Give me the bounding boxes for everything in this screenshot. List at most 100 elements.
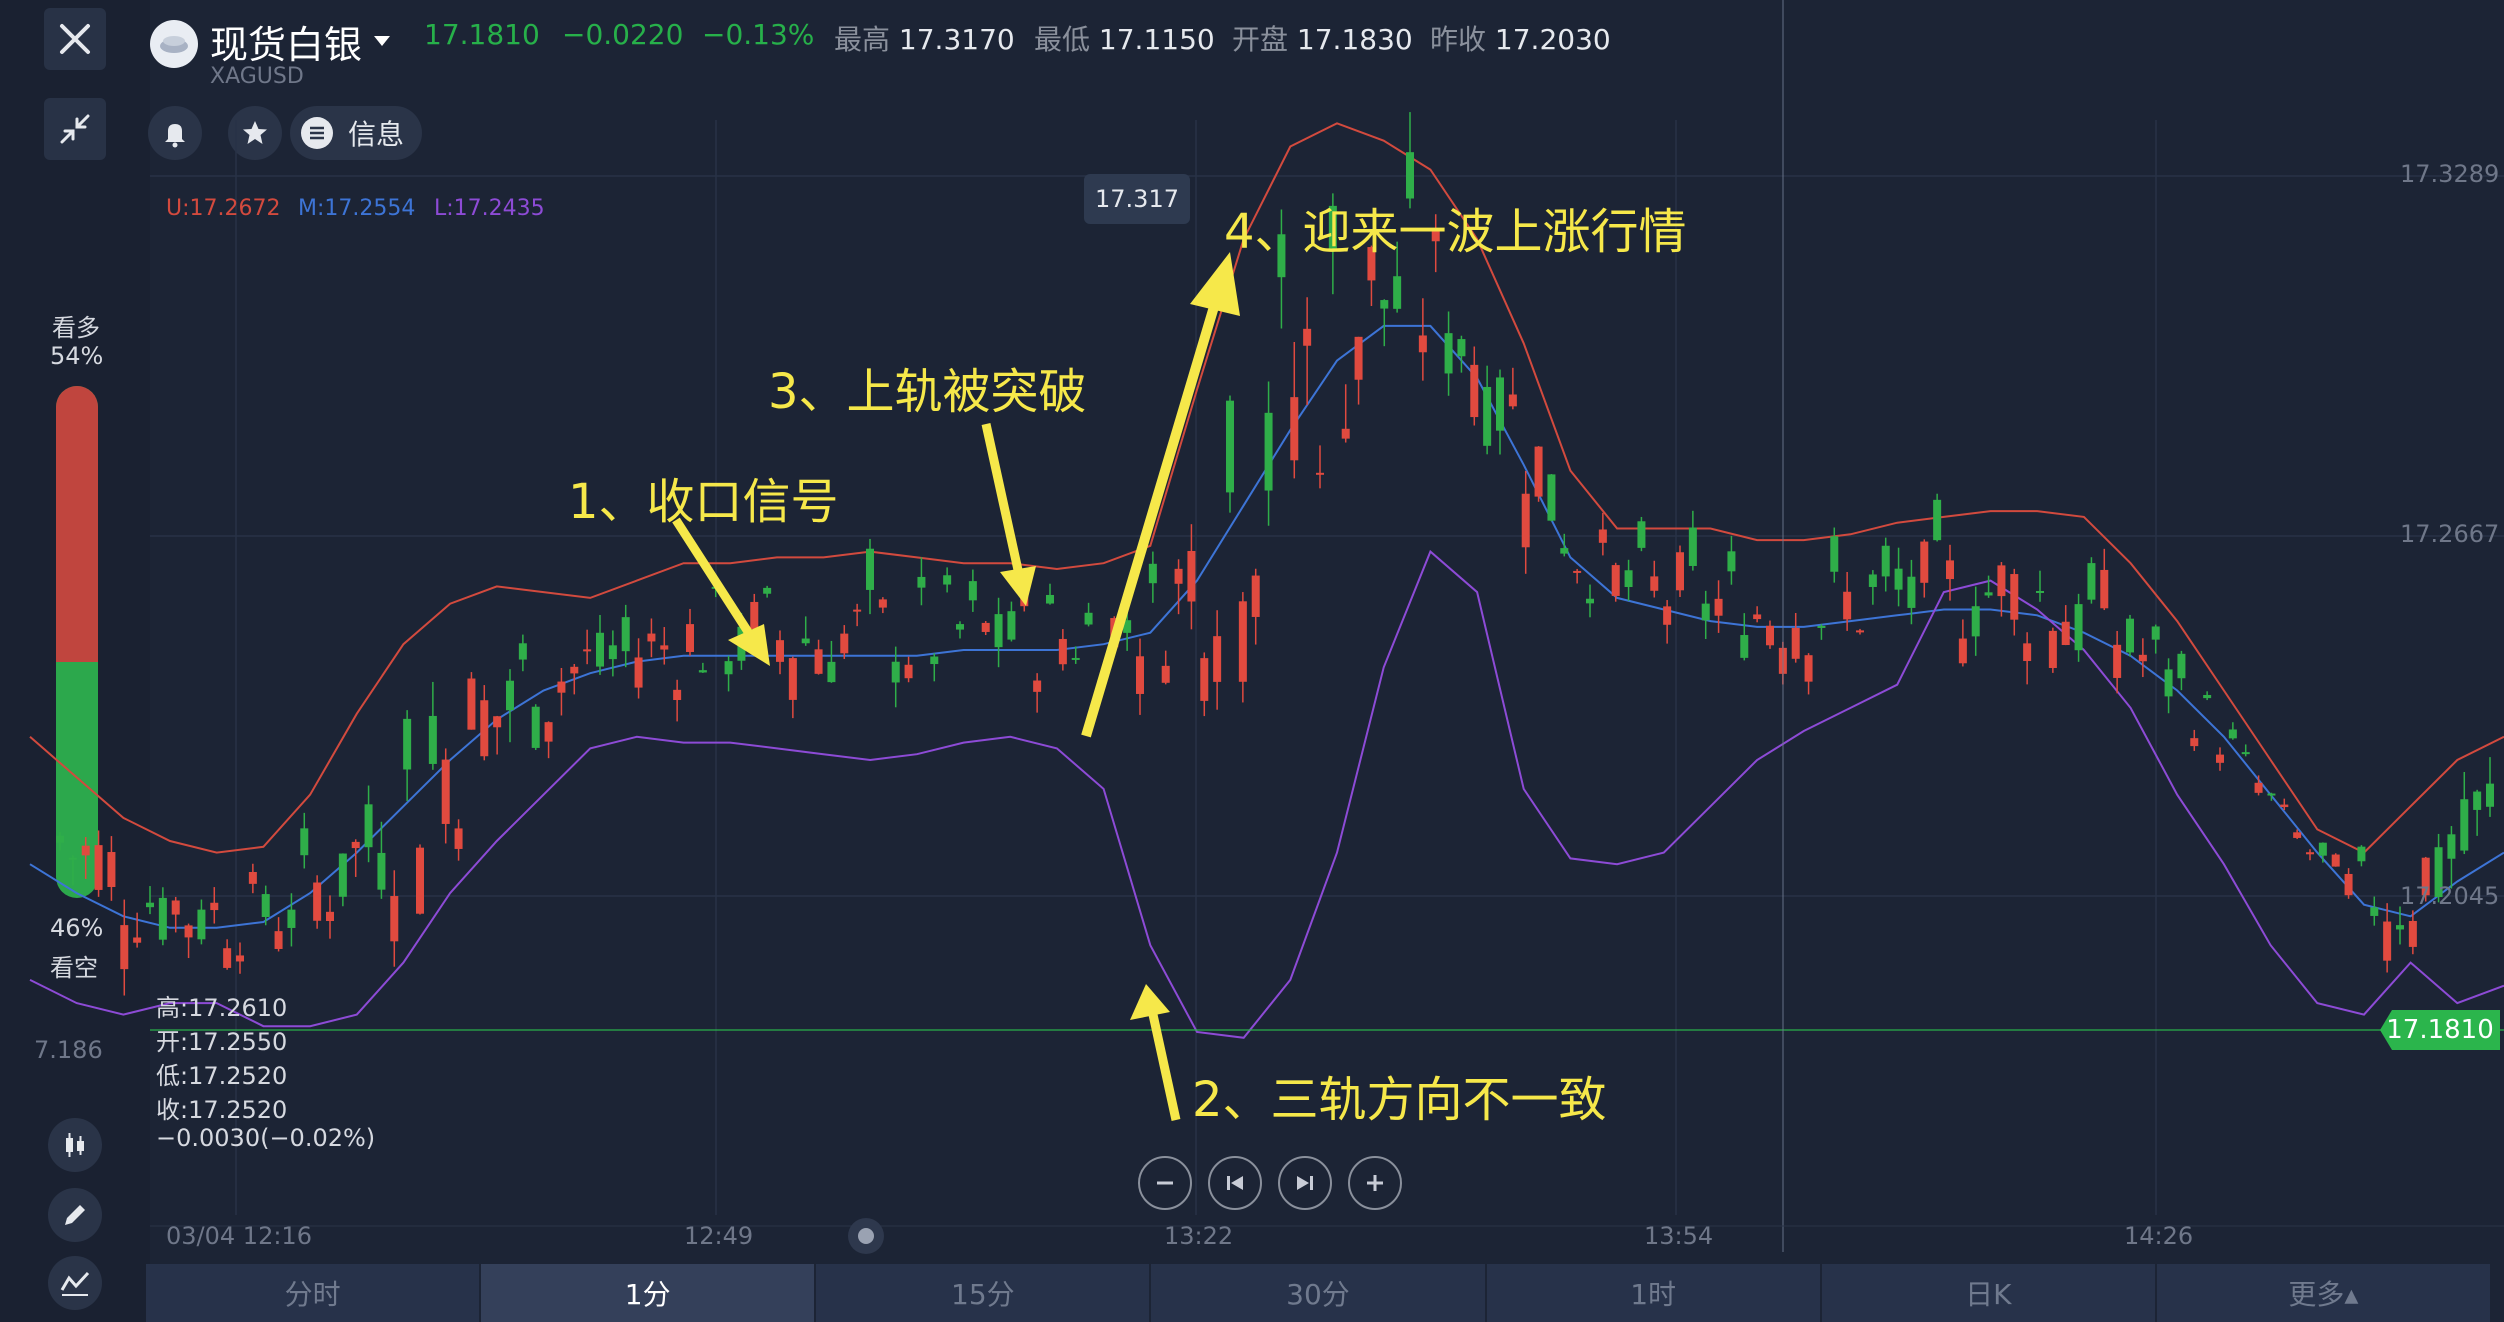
annotation-1: 1、收口信号	[568, 474, 839, 530]
candle-body	[441, 759, 450, 824]
draw-button[interactable]	[48, 1188, 102, 1242]
chevron-down-icon[interactable]	[372, 34, 392, 48]
candle-body	[840, 633, 849, 654]
candle-body	[917, 576, 926, 588]
candle-body	[1508, 394, 1517, 407]
candle-body	[287, 909, 296, 928]
minus-icon	[1157, 1181, 1173, 1185]
time-axis-label: 14:26	[2124, 1222, 2194, 1250]
candle-body	[1676, 552, 1684, 591]
candle-body	[2216, 754, 2224, 763]
annotation-3: 3、上轨被突破	[768, 364, 1087, 420]
zoom-in-button[interactable]	[1348, 1156, 1402, 1210]
candle-body	[1971, 606, 1980, 637]
candle-body	[2190, 738, 2199, 747]
candle-body	[1457, 339, 1466, 357]
indicator-lower: L:17.2435	[434, 196, 545, 221]
candle-body	[94, 845, 103, 890]
candle-body	[1058, 638, 1067, 665]
candle-body	[621, 617, 630, 652]
arrow-4	[1081, 298, 1221, 738]
candle-body	[1136, 656, 1144, 694]
candle-body	[1984, 592, 1993, 596]
pencil-icon	[65, 1205, 85, 1225]
peak-price-bubble: 17.317	[1084, 174, 1190, 224]
candle-body	[801, 638, 810, 644]
candle-body	[416, 847, 424, 914]
jump-end-button[interactable]	[1278, 1156, 1332, 1210]
candle-body	[1804, 655, 1813, 682]
candle-body	[1586, 598, 1594, 604]
tab-1min[interactable]: 1分	[481, 1264, 817, 1322]
candle-body	[2357, 846, 2366, 862]
collapse-button[interactable]	[44, 98, 106, 160]
candle-body	[2293, 832, 2302, 838]
candle-body	[2396, 925, 2404, 930]
candle-body	[544, 722, 553, 742]
candle-body	[878, 599, 887, 608]
ohlc-change: −0.0030(−0.02%)	[156, 1124, 376, 1152]
silver-logo-icon	[150, 20, 198, 68]
candle-body	[1046, 594, 1054, 604]
candle-body	[2113, 644, 2122, 678]
tab-15min[interactable]: 15分	[816, 1264, 1152, 1322]
candle-body	[81, 845, 90, 856]
candle-body	[2203, 694, 2212, 699]
candle-body	[1714, 598, 1723, 616]
candle-body	[1997, 565, 2006, 597]
zoom-out-button[interactable]	[1138, 1156, 1192, 1210]
tab-timeshare[interactable]: 分时	[146, 1264, 482, 1322]
last-price: 17.1810	[424, 18, 540, 51]
candle-body	[724, 661, 733, 675]
tab-1hour[interactable]: 1时	[1487, 1264, 1822, 1322]
scroll-handle[interactable]	[848, 1218, 884, 1254]
candle-body	[1496, 377, 1504, 431]
time-axis-label: 12:49	[684, 1222, 754, 1250]
jump-start-button[interactable]	[1208, 1156, 1262, 1210]
low-label: 最低	[1034, 23, 1091, 56]
close-icon	[60, 24, 90, 54]
candle-body	[120, 925, 129, 970]
candle-type-button[interactable]	[48, 1118, 102, 1172]
chart-grid	[150, 120, 2504, 1215]
candle-body	[827, 661, 836, 683]
candle-body	[428, 715, 437, 764]
candle-body	[1547, 474, 1556, 521]
skip-back-icon	[1227, 1176, 1243, 1190]
favorite-button[interactable]	[228, 106, 282, 160]
candle-body	[866, 548, 874, 590]
info-button[interactable]: 信息	[290, 106, 422, 160]
candle-body	[981, 622, 990, 632]
candle-body	[2318, 842, 2327, 856]
candle-body	[2254, 782, 2263, 793]
candle-body	[1470, 364, 1479, 418]
candle-body	[776, 640, 784, 662]
candle-body	[2074, 604, 2083, 651]
skip-forward-icon	[1297, 1176, 1313, 1190]
arrow-2	[1147, 1009, 1181, 1121]
tab-30min[interactable]: 30分	[1151, 1264, 1487, 1322]
candle-body	[2383, 921, 2392, 961]
candle-body	[2370, 907, 2379, 916]
candle-body	[1701, 603, 1710, 621]
candle-body	[2344, 873, 2353, 896]
time-axis-label: 13:54	[1644, 1222, 1714, 1250]
candle-body	[506, 680, 514, 711]
candle-body	[1766, 625, 1774, 646]
candle-body	[2100, 569, 2109, 609]
close-button[interactable]	[44, 8, 106, 70]
indicator-button[interactable]	[48, 1256, 102, 1310]
arrow-1-head	[728, 624, 770, 666]
candle-body	[2331, 854, 2340, 867]
candle-body	[891, 661, 900, 683]
tab-daily[interactable]: 日K	[1822, 1264, 2157, 1322]
candle-body	[557, 681, 566, 693]
candle-body	[1033, 680, 1042, 692]
tab-more[interactable]: 更多▴	[2157, 1264, 2492, 1322]
alert-button[interactable]	[148, 106, 202, 160]
candle-body	[338, 853, 347, 897]
bear-label: 看空	[50, 954, 98, 982]
candle-body	[351, 841, 360, 849]
instrument-title[interactable]: 现货白银	[210, 23, 363, 67]
